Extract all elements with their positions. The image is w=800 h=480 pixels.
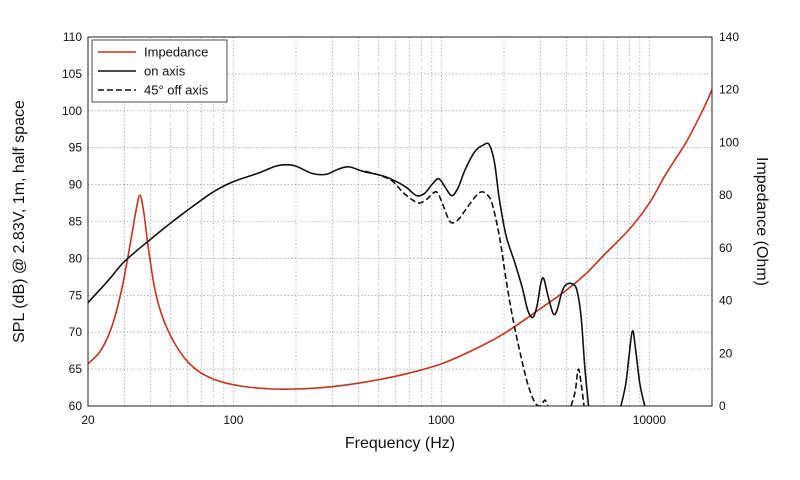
y-right-tick-label: 40 <box>719 294 733 308</box>
y-right-tick-label: 100 <box>719 135 739 149</box>
legend-label: on axis <box>144 64 186 79</box>
y-right-tick-label: 60 <box>719 241 733 255</box>
y-right-tick-label: 20 <box>719 346 733 360</box>
series-impedance-line <box>88 89 712 391</box>
y-left-tick-label: 95 <box>69 141 83 155</box>
y-left-tick-label: 85 <box>69 215 83 229</box>
series-on-axis-line <box>620 329 646 406</box>
y-left-tick-label: 105 <box>62 67 82 81</box>
y-left-tick-label: 90 <box>69 178 83 192</box>
series-on-axis-line <box>88 142 590 406</box>
legend-label: 45° off axis <box>144 83 209 98</box>
tick-labels: 60 65 70 75 80 85 90 95 100 105 110 0 20 40 60 80 100 120… <box>62 30 739 427</box>
y-left-tick-label: 75 <box>69 288 83 302</box>
grid <box>88 37 712 406</box>
x-tick-label: 20 <box>81 413 95 427</box>
plot-frame <box>87 36 713 407</box>
series-45-off-axis-line <box>570 368 585 406</box>
x-tick-label: 10000 <box>633 413 667 427</box>
series-45-off-axis-line <box>364 170 549 406</box>
y-left-tick-label: 65 <box>69 362 83 376</box>
y-left-tick-label: 70 <box>69 325 83 339</box>
y-left-tick-label: 80 <box>69 251 83 265</box>
x-tick-label: 100 <box>223 413 243 427</box>
y-left-tick-label: 60 <box>69 399 83 413</box>
x-tick-label: 1000 <box>428 413 455 427</box>
legend: Impedance on axis 45° off axis <box>91 39 228 103</box>
y-axis-left-title: SPL (dB) @ 2.83V, 1m, half space <box>11 100 28 343</box>
x-axis-title: Frequency (Hz) <box>345 435 455 452</box>
y-right-tick-label: 120 <box>719 83 739 97</box>
y-axis-right-title: Impedance (Ohm) <box>753 157 770 286</box>
legend-label: Impedance <box>144 45 208 60</box>
y-right-tick-label: 0 <box>719 399 726 413</box>
y-left-tick-label: 110 <box>63 30 82 44</box>
plot-series <box>88 89 712 406</box>
y-right-tick-label: 140 <box>719 30 739 44</box>
y-right-tick-label: 80 <box>719 188 733 202</box>
y-left-tick-label: 100 <box>62 104 82 118</box>
